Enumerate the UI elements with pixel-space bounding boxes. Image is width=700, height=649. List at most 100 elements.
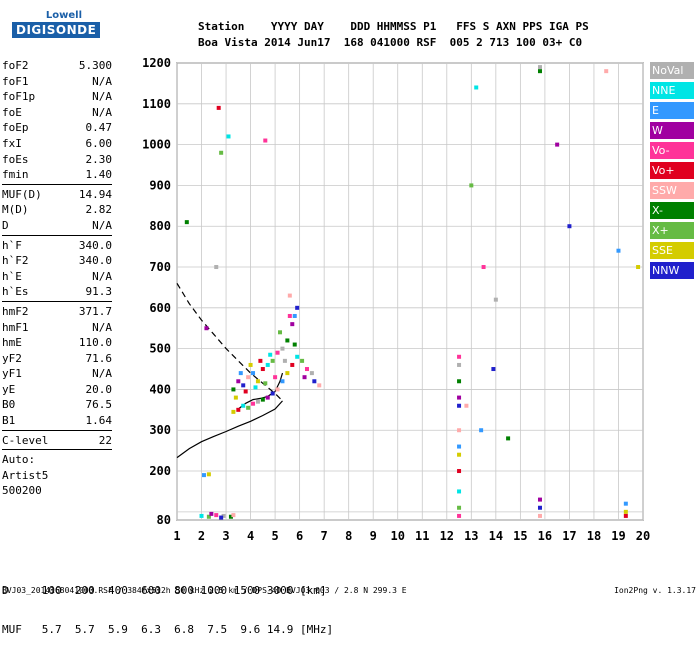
param-row: D N/A [2, 218, 112, 234]
data-point [636, 265, 641, 270]
x-tick-label: 13 [464, 529, 478, 543]
data-point [282, 358, 287, 363]
data-point [275, 350, 280, 355]
data-point [300, 358, 305, 363]
data-point [275, 387, 280, 392]
data-point [292, 313, 297, 318]
y-tick-label: 400 [149, 382, 171, 396]
param-value: 6.00 [85, 136, 113, 150]
auto-artist: Artist5 [2, 468, 49, 482]
data-point [623, 513, 628, 518]
param-value: 110.0 [78, 336, 112, 350]
data-point [236, 407, 241, 412]
footer-version: Ion2Png v. 1.3.17 [614, 586, 696, 595]
x-tick-label: 9 [370, 529, 377, 543]
auto-label: Auto: [2, 453, 36, 467]
x-tick-label: 7 [321, 529, 328, 543]
param-name: h`F [2, 238, 22, 252]
data-point [537, 505, 542, 510]
x-tick-label: 14 [489, 529, 503, 543]
data-point [265, 362, 270, 367]
param-name: B1 [2, 414, 16, 428]
x-tick-label: 1 [173, 529, 180, 543]
data-point [201, 473, 206, 478]
data-point [278, 330, 283, 335]
data-point [493, 297, 498, 302]
param-name: foEs [2, 152, 29, 166]
param-row: foE N/A [2, 105, 112, 121]
param-value: 76.5 [85, 398, 113, 412]
logo-top-text: Lowell [45, 10, 82, 21]
param-row: h`F 340.0 [2, 238, 112, 254]
param-row: hmE 110.0 [2, 335, 112, 351]
divider [2, 234, 112, 236]
muf-table: D 100 200 400 600 800 1000 1500 3000 [km… [2, 558, 333, 649]
data-point [457, 362, 462, 367]
param-row: yF1 N/A [2, 366, 112, 382]
data-point [474, 85, 479, 90]
param-value: 91.3 [85, 285, 113, 299]
data-point [464, 403, 469, 408]
data-point [604, 69, 609, 74]
x-tick-label: 10 [391, 529, 405, 543]
param-name: h`F2 [2, 254, 29, 268]
legend: NoVal NNE E W Vo- Vo+ SSW X- X+ SSE NNW [650, 62, 694, 282]
legend-item-vo-plus: Vo+ [650, 162, 694, 179]
param-value: 14.94 [78, 187, 112, 201]
data-point [457, 428, 462, 433]
data-point [623, 509, 628, 514]
muf-distance-row: D 100 200 400 600 800 1000 1500 3000 [km… [2, 584, 327, 597]
data-point [260, 367, 265, 372]
data-point [309, 371, 314, 376]
data-point [216, 105, 221, 110]
params-group-3: h`F 340.0 h`F2 340.0 h`E N/A h`Es 91.3 [2, 238, 112, 300]
data-point [567, 224, 572, 229]
data-point [270, 391, 275, 396]
y-tick-label: 300 [149, 423, 171, 437]
data-point [209, 511, 214, 516]
header-row-values: Boa Vista 2014 Jun17 168 041000 RSF 005 … [198, 36, 583, 49]
param-name: fmin [2, 168, 29, 182]
data-point [304, 367, 309, 372]
x-tick-label: 20 [636, 529, 650, 543]
param-value: N/A [92, 90, 112, 104]
param-value: 1.64 [85, 414, 113, 428]
extrapolated-profile-line [176, 282, 283, 402]
x-tick-label: 4 [247, 529, 254, 543]
param-value: 20.0 [85, 382, 113, 396]
logo-bottom-text: DIGISONDE [12, 22, 101, 38]
param-name: foF1p [2, 90, 36, 104]
legend-item-ssw: SSW [650, 182, 694, 199]
data-point [251, 371, 256, 376]
y-tick-label: 600 [149, 301, 171, 315]
x-tick-label: 12 [440, 529, 454, 543]
data-point [273, 375, 278, 380]
data-point [263, 138, 268, 143]
param-name: fxI [2, 136, 22, 150]
data-point [251, 401, 256, 406]
param-value: 2.30 [85, 152, 113, 166]
data-point [246, 405, 251, 410]
data-point [246, 375, 251, 380]
param-row: hmF1 N/A [2, 320, 112, 336]
data-point [258, 358, 263, 363]
param-row: MUF(D) 14.94 [2, 187, 112, 203]
data-point [537, 65, 542, 70]
x-tick-label: 2 [198, 529, 205, 543]
divider [2, 300, 112, 302]
data-point [295, 354, 300, 359]
param-row: hmF2 371.7 [2, 304, 112, 320]
x-tick-label: 5 [271, 529, 278, 543]
param-row: foF1 N/A [2, 74, 112, 90]
param-name: h`Es [2, 285, 29, 299]
data-point [457, 469, 462, 474]
data-point [616, 248, 621, 253]
data-point [555, 142, 560, 147]
data-point [469, 183, 474, 188]
data-point [537, 513, 542, 518]
muf-value-row: MUF 5.7 5.7 5.9 6.3 6.8 7.5 9.6 14.9 [MH… [2, 623, 334, 636]
divider [2, 429, 112, 431]
legend-item-x-plus: X+ [650, 222, 694, 239]
x-tick-label: 19 [611, 529, 625, 543]
param-name: B0 [2, 398, 16, 412]
